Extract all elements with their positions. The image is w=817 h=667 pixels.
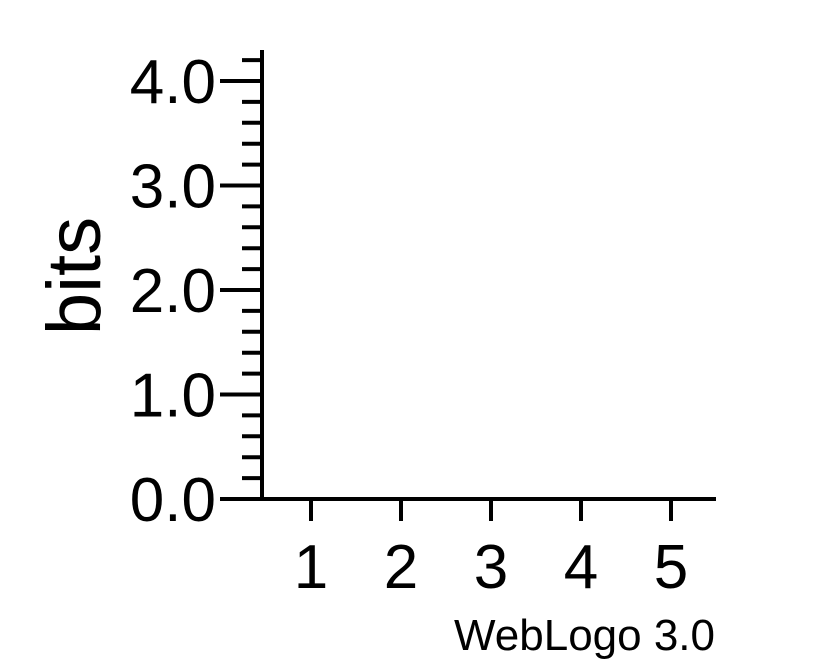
x-tick-label: 2 <box>384 533 418 602</box>
x-tick-label: 3 <box>474 533 508 602</box>
y-axis-title: bits <box>32 217 117 335</box>
y-tick-label: 1.0 <box>130 362 216 431</box>
y-tick-label: 2.0 <box>130 257 216 326</box>
x-tick-label: 1 <box>294 533 328 602</box>
weblogo-version-footer: WebLogo 3.0 <box>454 611 715 660</box>
y-tick-label: 3.0 <box>130 153 216 222</box>
y-tick-label: 0.0 <box>130 466 216 535</box>
x-tick-label: 4 <box>564 533 598 602</box>
y-axis: 0.0 1.0 2.0 3.0 4.0 <box>130 48 264 535</box>
x-tick-label: 5 <box>654 533 688 602</box>
y-tick-label: 4.0 <box>130 48 216 117</box>
